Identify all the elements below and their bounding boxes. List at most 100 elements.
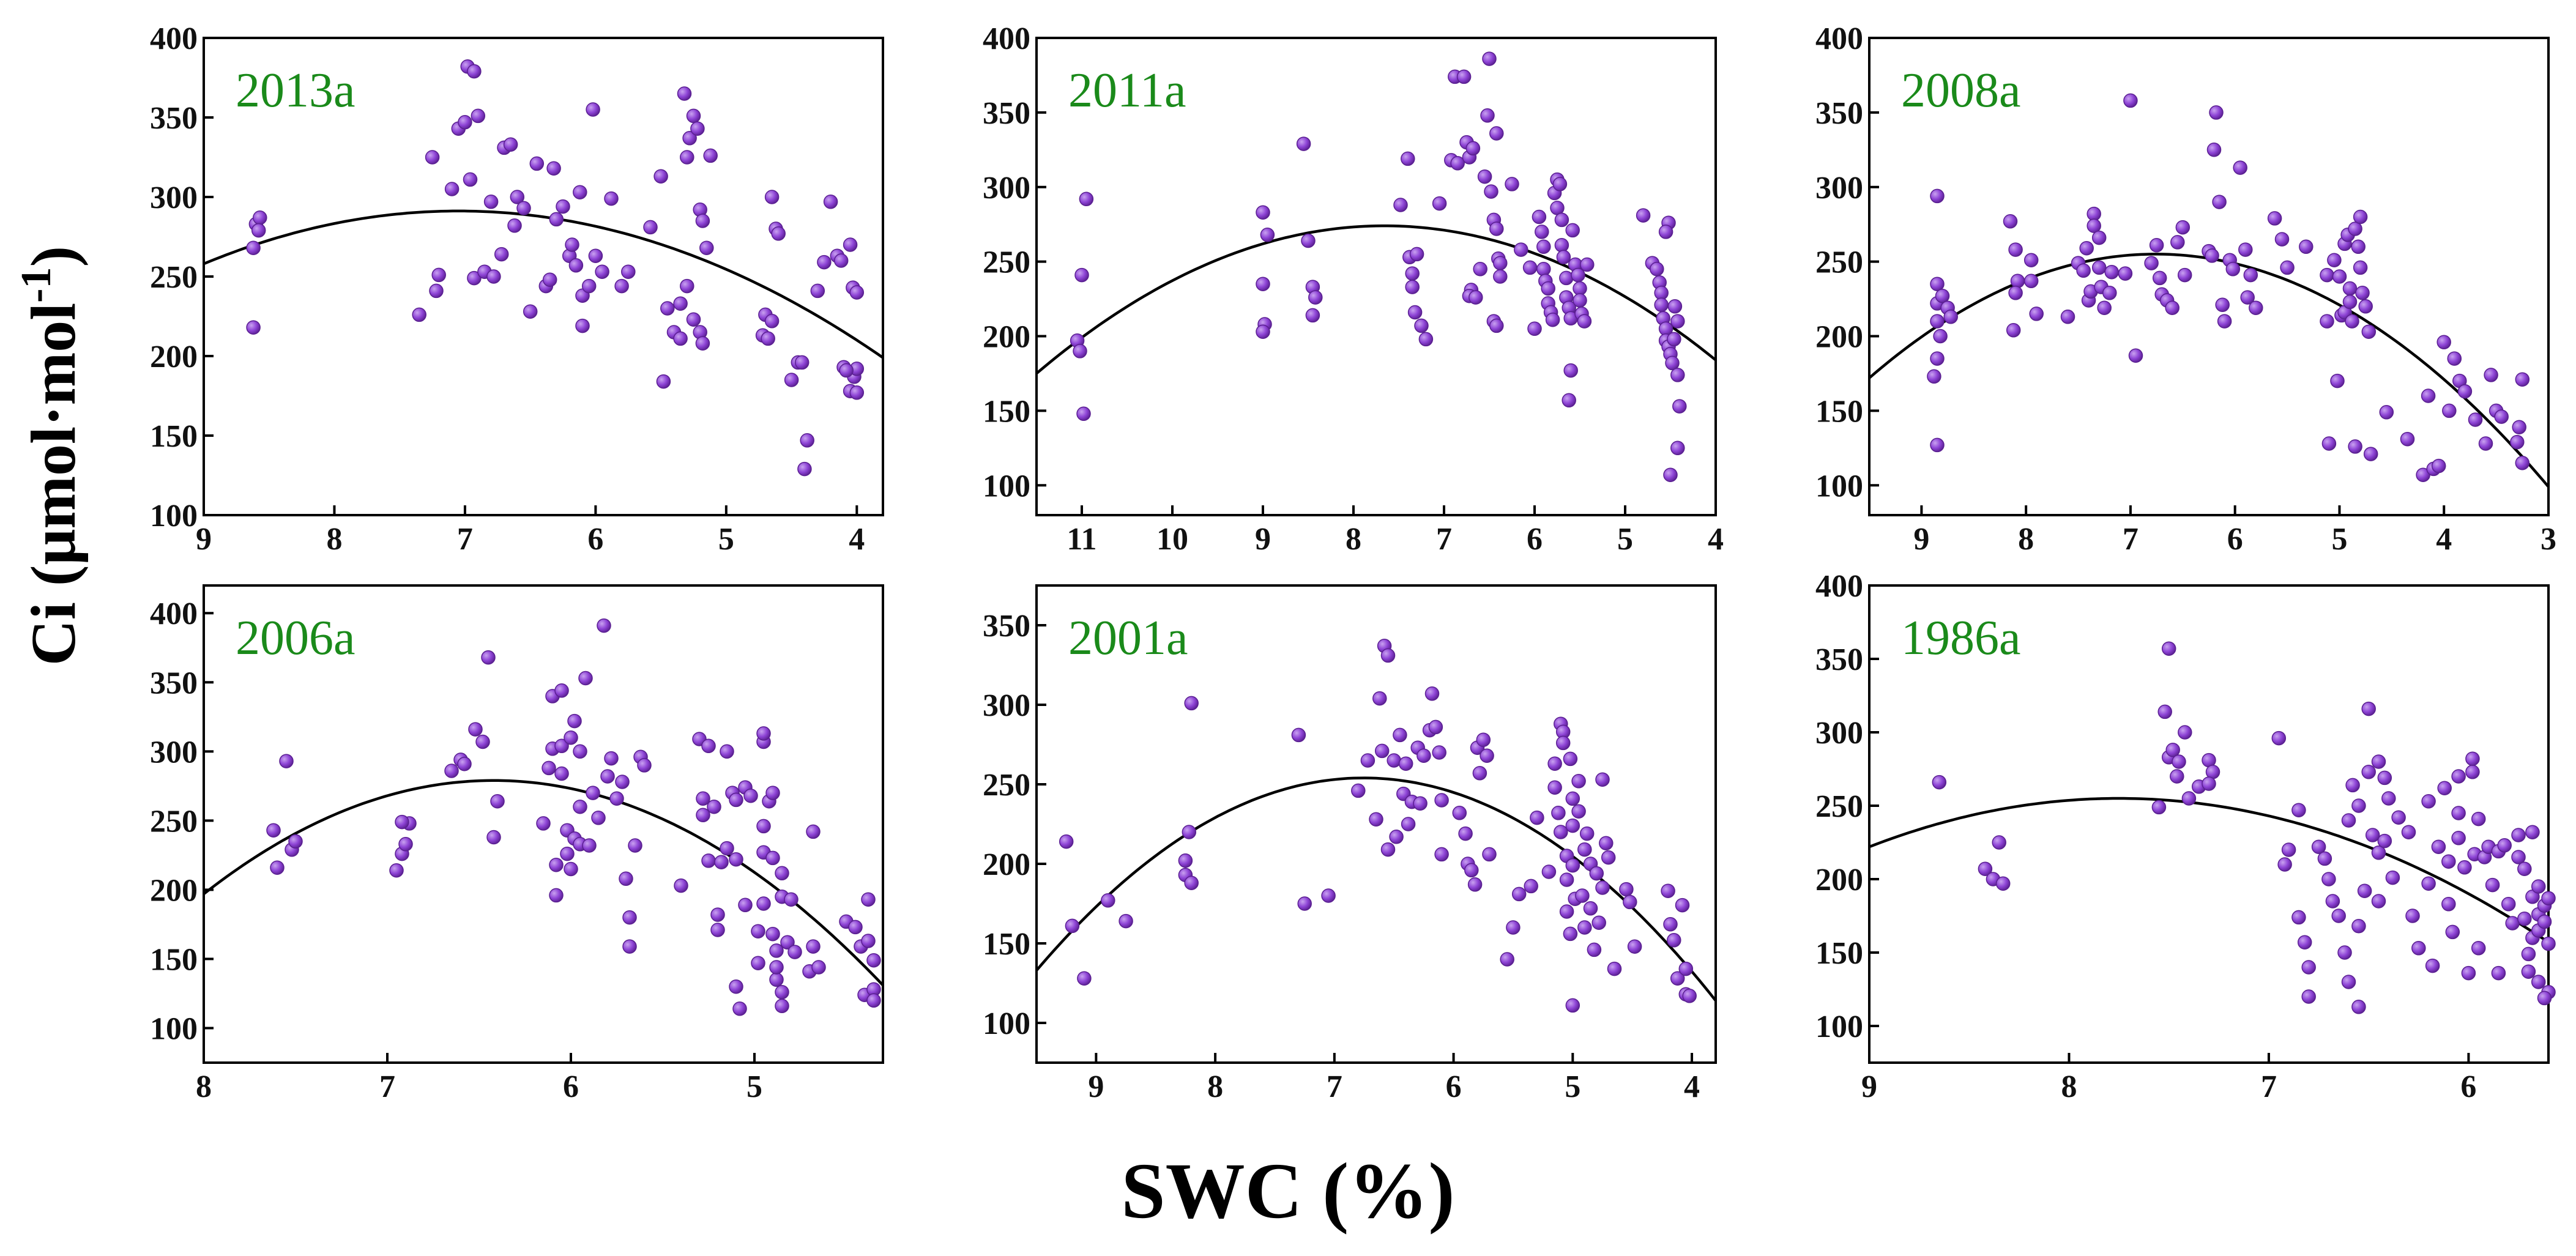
data-point — [1450, 156, 1465, 171]
data-point — [1623, 894, 1637, 910]
data-point — [1536, 239, 1551, 255]
x-tick-label: 7 — [457, 522, 473, 557]
data-point — [568, 258, 584, 273]
data-point — [2299, 239, 2314, 255]
data-point — [494, 247, 509, 262]
data-point — [1178, 853, 1193, 868]
data-point — [2177, 267, 2192, 283]
data-point — [1387, 753, 1401, 768]
data-point — [542, 272, 557, 287]
data-point — [1933, 329, 1948, 344]
data-point — [2355, 286, 2370, 300]
data-point — [1978, 861, 1993, 876]
data-point — [1595, 772, 1610, 787]
data-point — [1577, 314, 1592, 329]
panel-2001a: 9 8 7 6 5 4 100 150 200 250 300 350 2001a — [983, 584, 1717, 1104]
data-point — [1482, 51, 1497, 66]
panels: 9 8 7 6 5 4 100 150 200 250 300 350 400 2013a 11 10 9 8 7 6… — [150, 21, 2556, 1104]
x-tick-label: 5 — [1617, 522, 1633, 557]
data-point — [1182, 825, 1197, 839]
data-point — [800, 433, 814, 448]
y-tick-label: 250 — [983, 245, 1030, 280]
data-point — [481, 650, 496, 665]
data-point — [2341, 813, 2356, 828]
data-point — [1547, 756, 1562, 771]
data-point — [1465, 141, 1481, 156]
y-tick-label: 150 — [150, 942, 198, 977]
data-point — [591, 811, 606, 825]
fit-curve — [203, 779, 884, 986]
data-point — [1074, 267, 1089, 283]
y-axis-title: Ci (μmol·mol-1) — [13, 246, 89, 666]
data-point — [2515, 455, 2530, 470]
data-point — [619, 871, 633, 886]
data-point — [1580, 257, 1595, 272]
data-point — [729, 792, 743, 808]
data-point — [1297, 896, 1312, 911]
data-point — [1452, 806, 1467, 820]
data-point — [1489, 126, 1504, 141]
data-point — [682, 131, 697, 146]
data-point — [2086, 218, 2101, 233]
data-point — [1482, 847, 1497, 862]
data-point — [1670, 314, 1685, 329]
y-tick-label: 350 — [150, 666, 198, 700]
data-point — [444, 764, 459, 778]
data-point — [769, 972, 784, 987]
data-point — [2209, 105, 2224, 120]
data-point — [695, 214, 710, 228]
data-point — [1654, 297, 1669, 313]
data-point — [1184, 875, 1199, 890]
data-point — [549, 888, 564, 903]
data-point — [1678, 961, 1694, 976]
data-point — [1563, 926, 1578, 942]
data-point — [2118, 266, 2133, 281]
data-point — [398, 837, 413, 852]
data-point — [523, 304, 538, 319]
x-tick-label: 7 — [379, 1069, 395, 1104]
data-point — [696, 791, 710, 806]
data-point — [2445, 924, 2460, 940]
data-point — [1670, 368, 1685, 382]
data-point — [2281, 842, 2296, 857]
fit-curve — [1868, 253, 2550, 488]
data-point — [2149, 238, 2164, 253]
data-point — [1573, 293, 1587, 308]
data-point — [2233, 160, 2247, 175]
data-point — [1079, 191, 1094, 207]
data-point — [597, 618, 611, 633]
data-point — [2537, 990, 2552, 1006]
data-point — [1530, 810, 1544, 825]
data-point — [686, 108, 701, 124]
data-point — [395, 814, 409, 830]
x-tick-label: 8 — [196, 1069, 212, 1104]
data-point — [2437, 781, 2452, 795]
data-point — [1434, 847, 1449, 862]
data-point — [490, 793, 505, 809]
fit-curve — [1035, 224, 1717, 375]
data-point — [1556, 250, 1571, 265]
data-point — [848, 920, 863, 935]
x-tick-label: 8 — [2061, 1069, 2077, 1104]
data-point — [1256, 205, 1270, 220]
data-point — [2128, 348, 2143, 363]
y-tick-label: 200 — [150, 340, 198, 374]
x-tick-label: 9 — [1913, 522, 1929, 557]
data-point — [817, 255, 832, 270]
y-tick-label: 200 — [1815, 320, 1863, 355]
data-point — [573, 185, 587, 199]
data-point — [751, 956, 765, 970]
data-point — [586, 786, 600, 800]
x-tick-label: 9 — [196, 522, 212, 557]
data-point — [1351, 783, 1366, 798]
data-point — [2172, 754, 2186, 769]
plot-frame — [1868, 584, 2550, 1064]
x-tick-label: 6 — [587, 522, 603, 557]
data-point — [1599, 836, 1614, 850]
data-point — [2465, 751, 2480, 766]
data-point — [1663, 467, 1678, 482]
data-point — [549, 857, 564, 872]
data-point — [2421, 876, 2436, 891]
y-tick-label: 200 — [1815, 863, 1863, 897]
data-point — [656, 374, 671, 389]
